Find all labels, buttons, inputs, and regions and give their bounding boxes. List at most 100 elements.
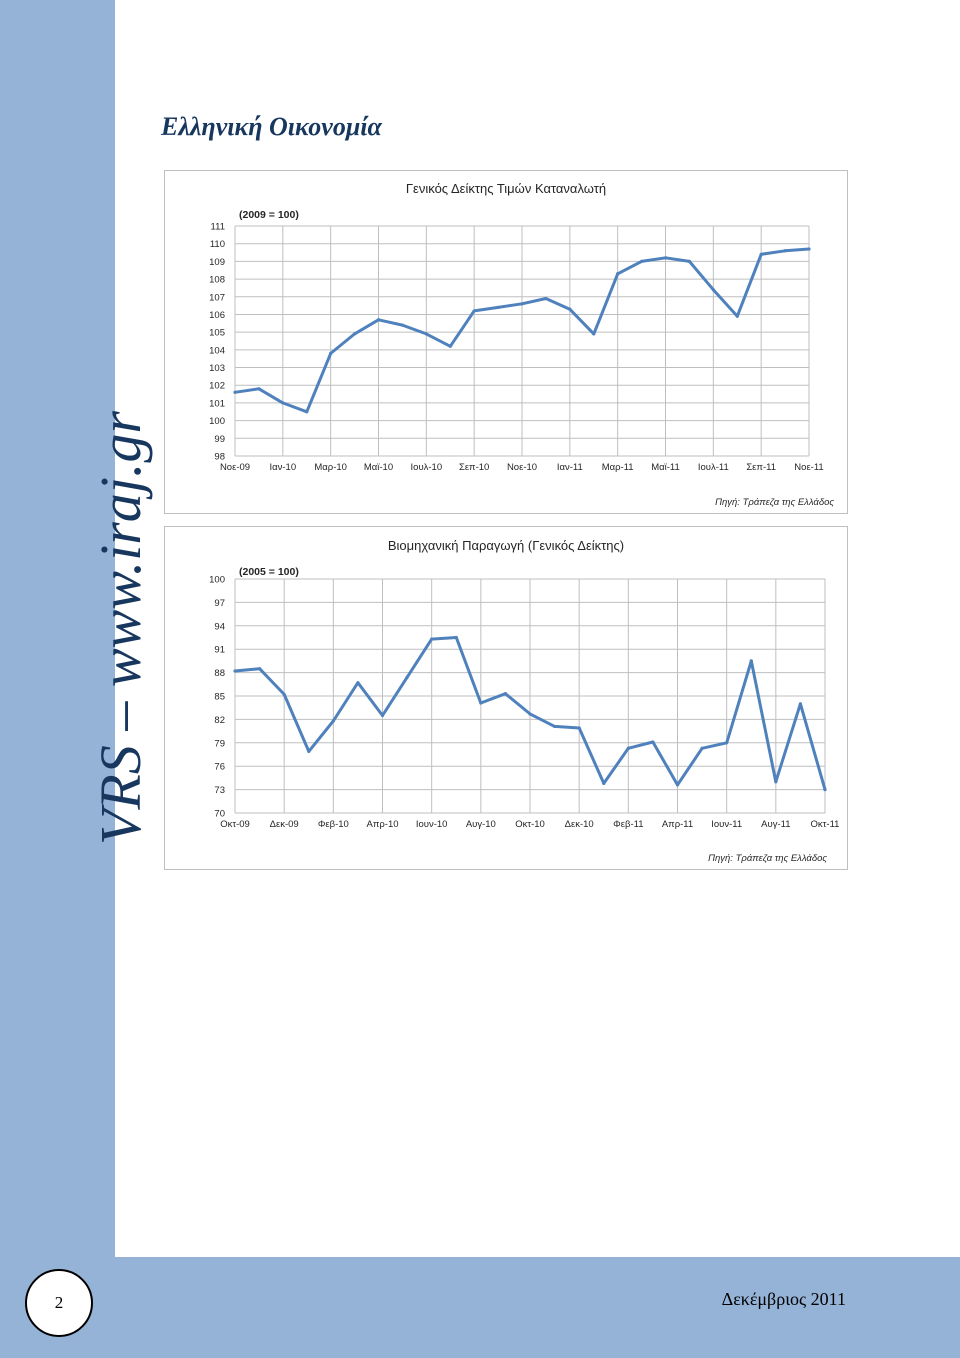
- cpi-chart-data-point: [783, 249, 787, 253]
- ip-chart-data-point: [725, 741, 729, 745]
- cpi-chart-data-point: [376, 318, 381, 322]
- page-number: 2: [54, 1293, 64, 1312]
- cpi-chart-data-point: [329, 351, 333, 355]
- cpi-chart-data-point: [496, 305, 500, 309]
- cpi-chart-data-point: [257, 387, 261, 391]
- cpi-chart-data-point: [735, 314, 739, 318]
- sidebar-website-text: VRS – www.iraj.gr: [88, 411, 153, 845]
- ip-chart-x-tick-label: Δεκ-09: [270, 819, 299, 830]
- ip-chart-x-tick-label: Απρ-11: [662, 819, 693, 830]
- ip-chart-y-tick-label: 82: [214, 715, 225, 726]
- ip-chart-data-point: [257, 667, 262, 671]
- ip-chart-x-tick-label: Οκτ-10: [515, 819, 545, 830]
- cpi-chart-data-point: [424, 332, 428, 336]
- ip-chart-data-point: [528, 712, 532, 716]
- ip-chart-y-tick-label: 100: [209, 575, 225, 586]
- cpi-chart-y-tick-label: 107: [209, 292, 225, 303]
- ip-chart-subtitle: (2005 = 100): [239, 566, 299, 578]
- cpi-chart-data-point: [472, 309, 476, 313]
- cpi-chart-x-tick-label: Μαϊ-11: [651, 462, 680, 473]
- cpi-chart-data-point: [233, 390, 237, 394]
- ip-chart-data-point: [380, 713, 385, 718]
- ip-chart-x-tick-label: Απρ-10: [366, 819, 398, 830]
- cpi-chart-x-tick-label: Σεπ-10: [459, 462, 489, 473]
- ip-chart-data-point: [774, 780, 778, 784]
- ip-chart-data-point: [798, 702, 803, 706]
- industrial-production-chart: Βιομηχανική Παραγωγή (Γενικός Δείκτης) (2…: [164, 526, 848, 870]
- ip-chart-y-tick-label: 91: [214, 645, 225, 656]
- ip-chart-data-point: [552, 724, 557, 729]
- ip-chart-data-point: [479, 701, 483, 705]
- cpi-chart-y-tick-label: 99: [214, 434, 225, 445]
- cpi-chart-y-tick-label: 103: [209, 363, 225, 374]
- page-title: Ελληνική Οικονομία: [161, 112, 382, 141]
- industrial-production-chart-svg: Βιομηχανική Παραγωγή (Γενικός Δείκτης) (2…: [209, 538, 839, 864]
- cpi-chart-data-point: [759, 252, 763, 256]
- ip-chart-y-tick-label: 76: [214, 762, 225, 773]
- cpi-chart-y-tick-label: 108: [209, 275, 225, 286]
- cpi-chart-data-point: [592, 332, 596, 336]
- ip-chart-title: Βιομηχανική Παραγωγή (Γενικός Δείκτης): [388, 538, 624, 553]
- cpi-chart-x-tick-label: Ιαν-11: [557, 462, 583, 473]
- ip-chart-data-point: [356, 681, 360, 685]
- cpi-chart-y-tick-label: 110: [210, 239, 225, 250]
- ip-chart-y-tick-label: 70: [214, 809, 225, 820]
- ip-chart-x-tick-label: Αυγ-11: [761, 819, 790, 830]
- ip-chart-data-point: [282, 692, 286, 697]
- cpi-chart-x-tick-label: Μαρ-10: [314, 462, 347, 473]
- cpi-chart-data-point: [281, 401, 285, 405]
- ip-chart-data-point: [675, 783, 680, 787]
- cpi-chart-data-point: [711, 288, 715, 292]
- cpi-chart-data-point: [807, 247, 811, 251]
- cpi-chart-x-tick-label: Νοε-11: [794, 462, 823, 473]
- ip-chart-data-point: [307, 749, 311, 753]
- ip-chart-x-tick-label: Ιουν-11: [711, 819, 742, 830]
- cpi-chart-x-tick-label: Ιαν-10: [270, 462, 297, 473]
- page-number-badge: 2: [25, 1269, 93, 1337]
- cpi-chart: Γενικός Δείκτης Τιμών Καταναλωτή (2009 = …: [164, 170, 848, 514]
- ip-chart-data-point: [405, 675, 409, 679]
- cpi-chart-x-tick-label: Νοε-09: [220, 462, 250, 473]
- cpi-chart-y-tick-label: 111: [211, 222, 225, 233]
- cpi-chart-data-point: [687, 259, 692, 263]
- cpi-chart-data-point: [305, 410, 309, 414]
- footer-band: [0, 1257, 960, 1358]
- ip-chart-y-tick-label: 85: [214, 692, 225, 703]
- ip-chart-data-point: [331, 719, 335, 723]
- ip-chart-x-tick-label: Ιουν-10: [416, 819, 448, 830]
- cpi-chart-svg: Γενικός Δείκτης Τιμών Καταναλωτή (2009 = …: [209, 181, 834, 508]
- ip-chart-x-tick-label: Αυγ-10: [466, 819, 496, 830]
- cpi-chart-y-tick-label: 105: [209, 328, 225, 339]
- cpi-chart-data-point: [663, 256, 668, 260]
- cpi-chart-data-point: [639, 259, 644, 263]
- cpi-chart-title: Γενικός Δείκτης Τιμών Καταναλωτή: [406, 181, 606, 196]
- cpi-chart-x-tick-label: Μαϊ-10: [364, 462, 393, 473]
- cpi-chart-x-tick-label: Μαρ-11: [602, 462, 634, 473]
- ip-chart-data-point: [651, 740, 655, 744]
- cpi-chart-y-tick-label: 102: [209, 381, 225, 392]
- cpi-chart-y-tick-label: 109: [209, 257, 225, 268]
- cpi-chart-y-tick-label: 101: [209, 398, 225, 409]
- ip-chart-data-point: [577, 726, 581, 730]
- cpi-chart-data-point: [520, 302, 524, 306]
- ip-chart-x-tick-label: Δεκ-10: [565, 819, 594, 830]
- ip-chart-data-point: [233, 669, 237, 673]
- ip-chart-x-tick-label: Φεβ-11: [613, 819, 643, 830]
- cpi-chart-x-tick-label: Ιουλ-10: [411, 462, 443, 473]
- cpi-chart-y-tick-label: 98: [214, 452, 225, 463]
- ip-chart-y-tick-label: 79: [214, 738, 225, 749]
- cpi-chart-data-point: [448, 344, 452, 348]
- cpi-chart-data-point: [400, 323, 405, 327]
- cpi-chart-y-tick-label: 104: [209, 345, 225, 356]
- cpi-chart-source: Πηγή: Τράπεζα της Ελλάδος: [715, 497, 834, 508]
- ip-chart-x-tick-label: Φεβ-10: [318, 819, 349, 830]
- cpi-chart-y-tick-label: 100: [209, 416, 225, 427]
- ip-chart-data-point: [430, 637, 434, 641]
- ip-chart-x-tick-label: Οκτ-09: [220, 819, 250, 830]
- ip-chart-data-point: [503, 692, 508, 696]
- ip-chart-y-tick-label: 97: [214, 598, 225, 609]
- ip-chart-data-point: [700, 746, 704, 750]
- cpi-chart-subtitle: (2009 = 100): [239, 209, 299, 221]
- cpi-chart-y-tick-label: 106: [209, 310, 225, 321]
- ip-chart-data-point: [749, 659, 753, 663]
